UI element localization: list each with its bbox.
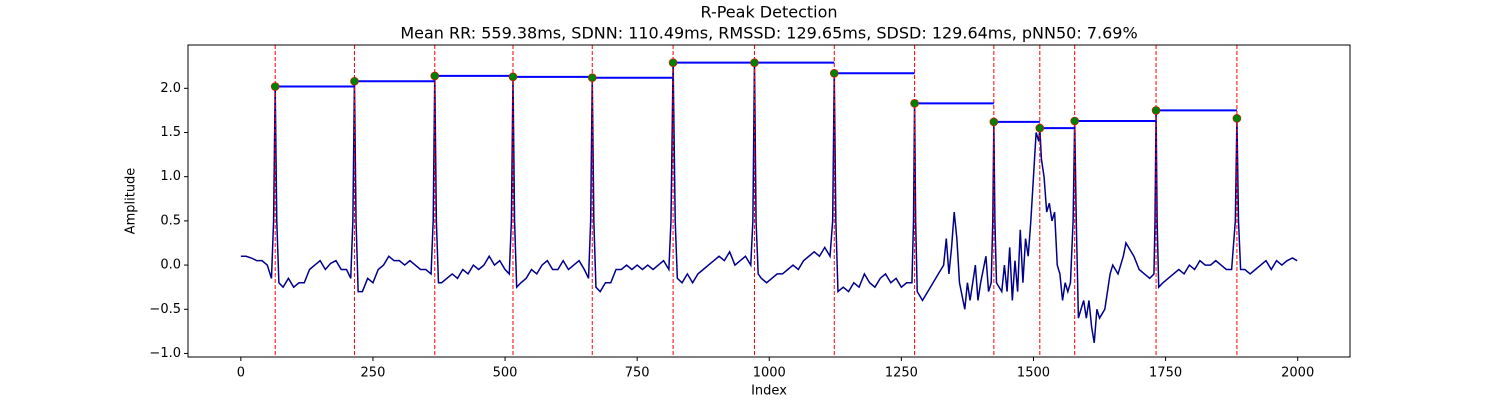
- x-tick-label: 1750: [1149, 366, 1182, 381]
- x-tick-label: 250: [361, 366, 386, 381]
- y-tick-label: 1.5: [160, 125, 181, 140]
- peak-point: [668, 58, 678, 67]
- x-tick-label: 1500: [1017, 366, 1050, 381]
- y-tick-label: −1.0: [149, 346, 181, 361]
- chart-subtitle: Mean RR: 559.38ms, SDNN: 110.49ms, RMSSD…: [400, 24, 1137, 43]
- peak-point: [829, 68, 839, 78]
- plot-frame: [187, 44, 1351, 358]
- x-tick-label: 750: [625, 366, 650, 381]
- y-tick-label: 0.0: [160, 258, 181, 273]
- x-tick-label: 0: [237, 366, 245, 381]
- y-tick-label: 0.5: [160, 213, 181, 228]
- x-tick-label: 2000: [1281, 366, 1314, 381]
- x-tick-label: 500: [493, 366, 518, 381]
- peak-point: [270, 82, 280, 91]
- x-tick-label: 1250: [885, 366, 918, 381]
- chart-title: R-Peak Detection: [700, 3, 837, 22]
- y-tick-label: 1.0: [160, 169, 181, 184]
- peak-point: [1070, 116, 1079, 126]
- y-axis-label: Amplitude: [124, 168, 139, 235]
- peak-point: [350, 76, 359, 86]
- x-axis-label: Index: [751, 384, 787, 399]
- y-tick-label: −0.5: [149, 302, 181, 317]
- peak-point: [587, 73, 597, 83]
- peak-point: [1232, 114, 1242, 123]
- peak-point: [430, 71, 440, 81]
- y-tick-label: 2.0: [160, 81, 181, 96]
- peak-point: [910, 99, 919, 108]
- peak-point: [1035, 123, 1045, 133]
- peak-point: [989, 117, 999, 127]
- signal-line: [240, 62, 1298, 343]
- peak-point: [508, 72, 518, 82]
- peak-point: [750, 58, 759, 67]
- peak-point: [1151, 106, 1161, 115]
- x-tick-label: 1000: [753, 366, 786, 381]
